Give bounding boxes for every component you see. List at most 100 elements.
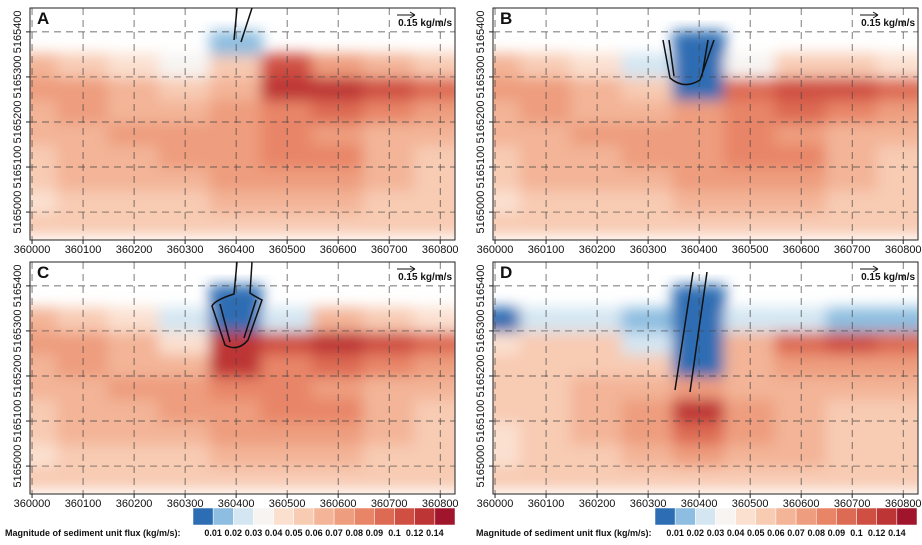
cell: [876, 211, 918, 236]
cell: [876, 307, 918, 332]
cell: [493, 352, 522, 377]
cell: [30, 188, 59, 214]
cell: [30, 120, 59, 146]
scale-label: 0.15 kg/m/s: [861, 272, 915, 283]
panel: 360000 360100 360200 360300 360400 360500 3606…: [475, 7, 922, 256]
colorbar-swatch: [212, 507, 234, 526]
y-tick-label: 5165300: [12, 310, 24, 353]
panel: 360000 360100 360200 360300 360400 360500 3606…: [475, 261, 922, 510]
colorbar-tick-label: 0.12: [406, 528, 424, 538]
cell: [876, 352, 918, 377]
cell: [493, 465, 522, 490]
cell: [413, 420, 455, 445]
cell: [876, 397, 918, 423]
cell: [413, 143, 455, 169]
y-tick-label: 5165000: [12, 191, 24, 234]
x-tick-label: 360600: [783, 498, 820, 510]
colorbar-tick-label: 0.12: [868, 528, 886, 538]
cell: [493, 211, 522, 236]
frame: [29, 261, 456, 495]
y-tick-label: 5165100: [475, 146, 487, 189]
frame: [492, 7, 919, 241]
y-tick-label: 5165400: [475, 264, 487, 307]
x-tick-label: 360400: [218, 244, 255, 256]
y-tick-label: 5165300: [12, 56, 24, 99]
x-tick-label: 360800: [422, 498, 459, 510]
x-tick-label: 360500: [732, 498, 769, 510]
colorbar-swatch: [775, 507, 797, 526]
y-tick-label: 5165300: [475, 56, 487, 99]
cell: [493, 75, 522, 101]
cell: [876, 465, 918, 490]
x-tick-label: 360500: [732, 244, 769, 256]
cell: [493, 53, 522, 78]
cell: [493, 420, 522, 445]
cell: [30, 352, 59, 377]
heatmap: [493, 284, 918, 490]
cell: [413, 211, 455, 236]
cell: [493, 307, 522, 332]
cell: [493, 188, 522, 214]
colorbar-swatch: [715, 507, 736, 526]
colorbar-swatch: [394, 507, 415, 526]
colorbar-tick-label: 0.08: [345, 528, 363, 538]
cell: [413, 98, 455, 123]
panel-label: B: [500, 9, 512, 28]
colorbar-swatch: [293, 507, 315, 526]
cell: [30, 143, 59, 169]
colorbar-swatch: [253, 507, 274, 526]
x-tick-label: 360500: [269, 244, 306, 256]
x-tick-label: 360200: [579, 244, 616, 256]
colorbar-swatch: [434, 507, 456, 526]
cell: [413, 442, 455, 468]
colorbar-swatch: [333, 507, 355, 526]
cell: [876, 143, 918, 169]
x-tick-label: 360200: [579, 498, 616, 510]
cell: [876, 374, 918, 400]
y-tick-label: 5165400: [12, 264, 24, 307]
structures: [211, 7, 715, 393]
colorbar-tick-label: 0.05: [747, 528, 765, 538]
x-tick-label: 360200: [116, 498, 153, 510]
cells: [493, 30, 918, 236]
colorbar-swatch: [374, 507, 395, 526]
panel-label: C: [37, 263, 49, 282]
colorbar-swatch: [233, 507, 254, 526]
frame: [492, 261, 919, 495]
cell: [876, 98, 918, 123]
colorbar-tick-label: 0.07: [325, 528, 343, 538]
y-tick-label: 5165000: [475, 191, 487, 234]
scale-arrow-head: [409, 265, 416, 273]
colorbar-swatch: [755, 507, 777, 526]
cell: [876, 188, 918, 214]
x-tick-label: 360600: [320, 244, 357, 256]
colorbar-tick-label: 0.01: [666, 528, 684, 538]
cell: [413, 352, 455, 377]
y-tick-label: 5165300: [475, 310, 487, 353]
y-tick-label: 5165400: [475, 10, 487, 53]
cell: [493, 442, 522, 468]
cell: [30, 374, 59, 400]
cell: [413, 329, 455, 355]
cell: [876, 420, 918, 445]
x-tick-label: 360300: [167, 498, 204, 510]
cell: [413, 166, 455, 191]
colorbar-swatch: [856, 507, 877, 526]
colorbar-tick-label: 0.04: [265, 528, 283, 538]
cell: [493, 98, 522, 123]
frame: [29, 7, 456, 241]
cell: [30, 329, 59, 355]
y-tick-label: 5165100: [12, 400, 24, 443]
colorbar-tick-label: 0.06: [767, 528, 785, 538]
x-tick-label: 360600: [783, 244, 820, 256]
colorbar-swatch: [654, 507, 676, 526]
cell: [413, 307, 455, 332]
cell: [30, 211, 59, 236]
y-tick-label: 5165200: [12, 355, 24, 398]
x-tick-label: 360600: [320, 498, 357, 510]
cell: [413, 53, 455, 78]
cell: [876, 120, 918, 146]
x-tick-label: 360800: [885, 498, 922, 510]
cell: [30, 75, 59, 101]
